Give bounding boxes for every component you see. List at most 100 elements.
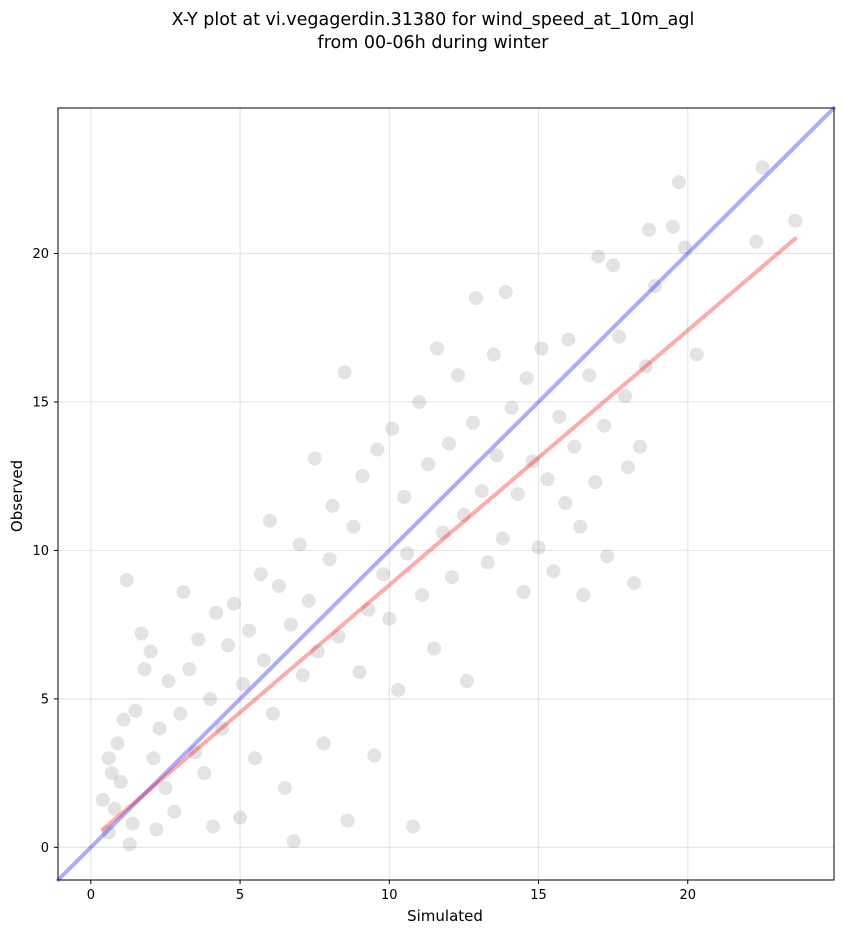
data-point <box>677 240 692 255</box>
data-point <box>286 834 301 849</box>
grid-layer <box>58 108 834 880</box>
x-tick-label: 20 <box>679 888 696 903</box>
data-point <box>316 736 331 751</box>
data-point <box>525 454 540 469</box>
data-point <box>588 475 603 490</box>
data-point <box>406 819 421 834</box>
data-point <box>233 810 248 825</box>
data-point <box>459 674 474 689</box>
data-point <box>427 641 442 656</box>
data-point <box>346 519 361 534</box>
plot-frame <box>57 107 835 881</box>
data-point <box>397 489 412 504</box>
data-point <box>137 662 152 677</box>
data-point <box>227 596 242 611</box>
data-point <box>552 409 567 424</box>
data-point <box>188 745 203 760</box>
data-point <box>606 258 621 273</box>
data-point <box>262 513 277 528</box>
data-point <box>749 234 764 249</box>
data-point <box>638 359 653 374</box>
data-point <box>436 525 451 540</box>
data-point <box>206 819 221 834</box>
data-point <box>116 712 131 727</box>
data-point <box>152 721 167 736</box>
data-point <box>391 682 406 697</box>
data-point <box>307 451 322 466</box>
data-point <box>573 519 588 534</box>
y-tick-label: 5 <box>41 692 49 707</box>
data-point <box>128 703 143 718</box>
data-point <box>101 751 116 766</box>
y-tick-label: 10 <box>32 544 49 559</box>
data-point <box>101 825 116 840</box>
x-tick-label: 0 <box>87 888 95 903</box>
data-point <box>182 662 197 677</box>
data-point <box>158 780 173 795</box>
data-point <box>546 564 561 579</box>
data-point <box>415 587 430 602</box>
data-point <box>567 439 582 454</box>
data-point <box>689 347 704 362</box>
data-point <box>534 341 549 356</box>
data-point <box>110 736 125 751</box>
data-point <box>325 498 340 513</box>
data-point <box>495 531 510 546</box>
x-axis-label: Simulated <box>407 907 483 925</box>
data-point <box>489 448 504 463</box>
data-point <box>146 751 161 766</box>
data-point <box>119 573 134 588</box>
data-point <box>400 546 415 561</box>
data-point <box>519 371 534 386</box>
data-point <box>176 584 191 599</box>
y-tick-label: 15 <box>32 395 49 410</box>
data-point <box>104 766 119 781</box>
data-point <box>301 593 316 608</box>
x-tick-label: 15 <box>530 888 547 903</box>
data-point <box>450 368 465 383</box>
data-point <box>107 801 122 816</box>
data-point <box>352 665 367 680</box>
data-point <box>612 329 627 344</box>
chart-title-line-2: from 00-06h during winter <box>318 33 550 53</box>
data-point <box>382 611 397 626</box>
data-point <box>468 291 483 306</box>
data-point <box>441 436 456 451</box>
data-point <box>444 570 459 585</box>
data-point <box>430 341 445 356</box>
data-point <box>203 691 218 706</box>
data-point <box>421 457 436 472</box>
data-point <box>367 748 382 763</box>
data-point <box>337 365 352 380</box>
data-point <box>671 175 686 190</box>
data-point <box>277 780 292 795</box>
data-point <box>665 219 680 234</box>
data-point <box>561 332 576 347</box>
data-point <box>143 644 158 659</box>
data-point <box>641 222 656 237</box>
data-point <box>627 576 642 591</box>
data-point <box>253 567 268 582</box>
data-point <box>474 484 489 499</box>
data-point <box>647 279 662 294</box>
data-point <box>486 347 501 362</box>
data-point <box>122 837 137 852</box>
data-point <box>340 813 355 828</box>
x-tick-label: 5 <box>236 888 244 903</box>
data-point <box>191 632 206 647</box>
data-point <box>197 766 212 781</box>
data-point <box>788 213 803 228</box>
data-point <box>465 415 480 430</box>
data-point <box>95 792 110 807</box>
data-point <box>221 638 236 653</box>
data-point <box>173 706 188 721</box>
data-point <box>361 602 376 617</box>
data-point <box>236 677 251 692</box>
data-point <box>134 626 149 641</box>
data-point <box>256 653 271 668</box>
data-point <box>498 285 513 300</box>
y-tick-label: 20 <box>32 247 49 262</box>
identity-line <box>56 106 836 882</box>
